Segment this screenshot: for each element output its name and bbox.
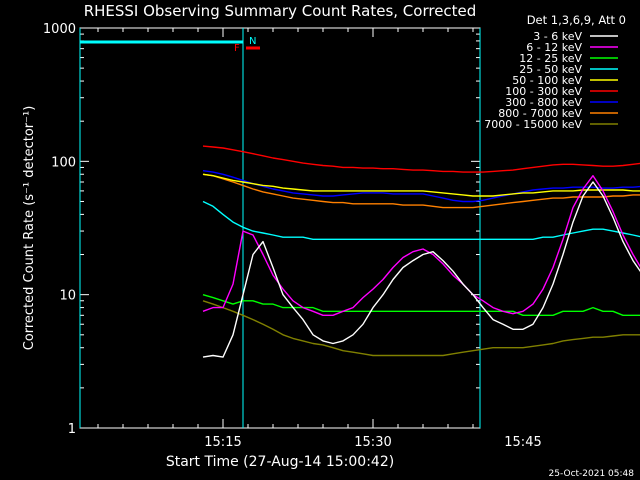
x-tick-label: 15:15 [204, 435, 241, 450]
y-tick-label: 1000 [43, 22, 76, 37]
y-axis-label: Corrected Count Rate (s⁻¹ detector⁻¹) [22, 106, 37, 351]
legend-label: 300 - 800 keV [505, 96, 582, 109]
flare-flag-label: F [234, 43, 240, 54]
series-line-300-800-kevkev [202, 170, 640, 203]
chart-title: RHESSI Observing Summary Count Rates, Co… [84, 2, 477, 20]
y-tick-label: 10 [59, 289, 76, 304]
x-tick-label: 15:45 [504, 435, 541, 450]
legend-label: 50 - 100 keV [512, 74, 582, 87]
x-tick-label: 15:30 [354, 435, 391, 450]
series-line-12-25-kevkev [202, 294, 640, 316]
legend-label: 7000 - 15000 keV [484, 118, 582, 131]
series-line-800-7000-kevkev [202, 173, 640, 209]
series-line-7000-15000-kevkev [202, 300, 640, 357]
x-axis-label: Start Time (27-Aug-14 15:00:42) [166, 454, 394, 470]
series-line-3-6-kevkev [202, 181, 640, 358]
legend-label: 6 - 12 keV [526, 41, 582, 54]
y-tick-label: 1 [68, 422, 76, 437]
series-line-6-12-kevkev [202, 174, 640, 316]
plot-area [202, 145, 640, 358]
footer-timestamp: 25-Oct-2021 05:48 [549, 469, 635, 479]
observing-flags: NF [79, 28, 481, 428]
series-line-25-50-kevkev [202, 200, 640, 241]
plot-frame [79, 27, 481, 429]
series-line-50-100-kevkev [202, 173, 640, 197]
legend-label: 12 - 25 keV [519, 52, 582, 65]
legend-label: 100 - 300 keV [505, 85, 582, 98]
series-line-100-300-kevkev [202, 145, 640, 173]
legend-label: 3 - 6 keV [533, 30, 582, 43]
legend-title: Det 1,3,6,9, Att 0 [527, 13, 626, 27]
legend-label: 800 - 7000 keV [498, 107, 582, 120]
y-tick-label: 100 [51, 155, 76, 170]
night-flag-label: N [249, 36, 256, 47]
y-axis: 1 10 100 1000 [43, 22, 480, 437]
legend-label: 25 - 50 keV [519, 63, 582, 76]
